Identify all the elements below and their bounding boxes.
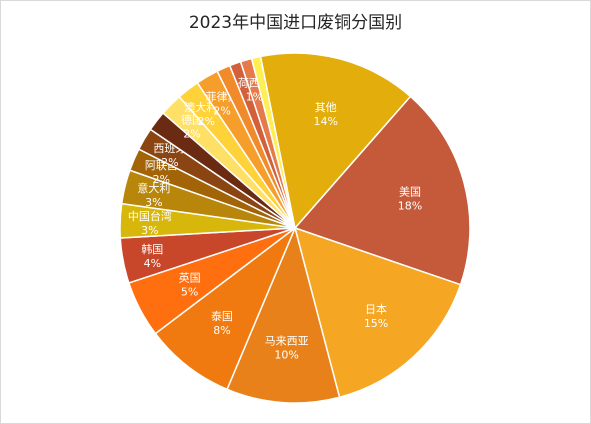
slice-label: 马来西亚 [265, 335, 309, 348]
slice-percent-label: 8% [213, 324, 230, 337]
pie-slice [293, 95, 471, 286]
slice-label: 意大利 [137, 181, 170, 195]
slice-label: 韩国 [141, 242, 163, 256]
pie-slice [154, 225, 297, 391]
slice-percent-label: 15% [364, 317, 388, 330]
slice-label: 美国 [399, 185, 421, 198]
slice-percent-label: 2% [183, 128, 200, 141]
slice-percent-label: 2% [153, 173, 170, 186]
slice-label: 英国 [179, 270, 201, 284]
pie-slice [293, 226, 462, 399]
slice-percent-label: 18% [398, 199, 422, 212]
slice-label: 其他 [315, 101, 337, 114]
slice-percent-label: 10% [274, 349, 298, 362]
slice-percent-label: 2% [198, 115, 215, 128]
slice-label: 泰国 [211, 309, 233, 323]
pie-slice [226, 225, 341, 404]
slice-percent-label: 1% [246, 91, 263, 104]
slice-percent-label: 4% [144, 257, 161, 270]
slice-label: 日本 [365, 302, 387, 316]
pie-slice [259, 52, 412, 230]
slice-percent-label: 14% [313, 115, 337, 128]
slice-percent-label: 3% [141, 224, 158, 237]
slice-percent-label: 2% [213, 104, 230, 117]
chart-title: 2023年中国进口废铜分国别 [188, 13, 403, 33]
slice-percent-label: 3% [145, 196, 162, 209]
slice-percent-label: 2% [161, 156, 178, 169]
slice-label: 中国台湾 [128, 209, 172, 223]
slice-percent-label: 5% [181, 285, 198, 298]
